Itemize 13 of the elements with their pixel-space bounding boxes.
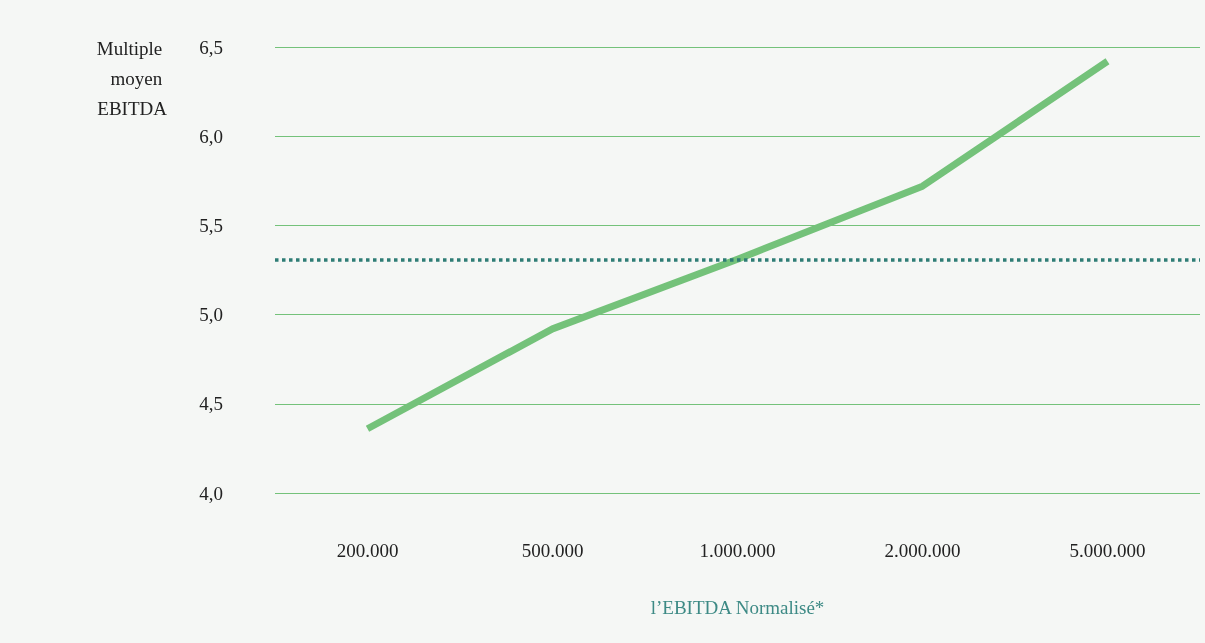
y-tick-label: 5,5	[199, 214, 223, 236]
x-tick-label: 200.000	[336, 540, 399, 561]
x-tick-label: 500.000	[521, 540, 584, 561]
y-axis-title: Multiple moyen EBITDA	[96, 37, 168, 119]
y-tick-label: 6,0	[199, 125, 223, 147]
x-tick-label: 1.000.000	[699, 540, 776, 561]
y-tick-label: 4,5	[199, 393, 223, 415]
y-tick-label: 6,5	[199, 36, 223, 58]
y-tick-label: 5,0	[199, 304, 223, 326]
x-tick-label: 2.000.000	[884, 540, 961, 561]
y-tick-label: 4,0	[199, 482, 223, 504]
x-tick-label: 5.000.000	[1069, 540, 1146, 561]
x-axis-title: l’EBITDA Normalisé*	[650, 597, 825, 618]
